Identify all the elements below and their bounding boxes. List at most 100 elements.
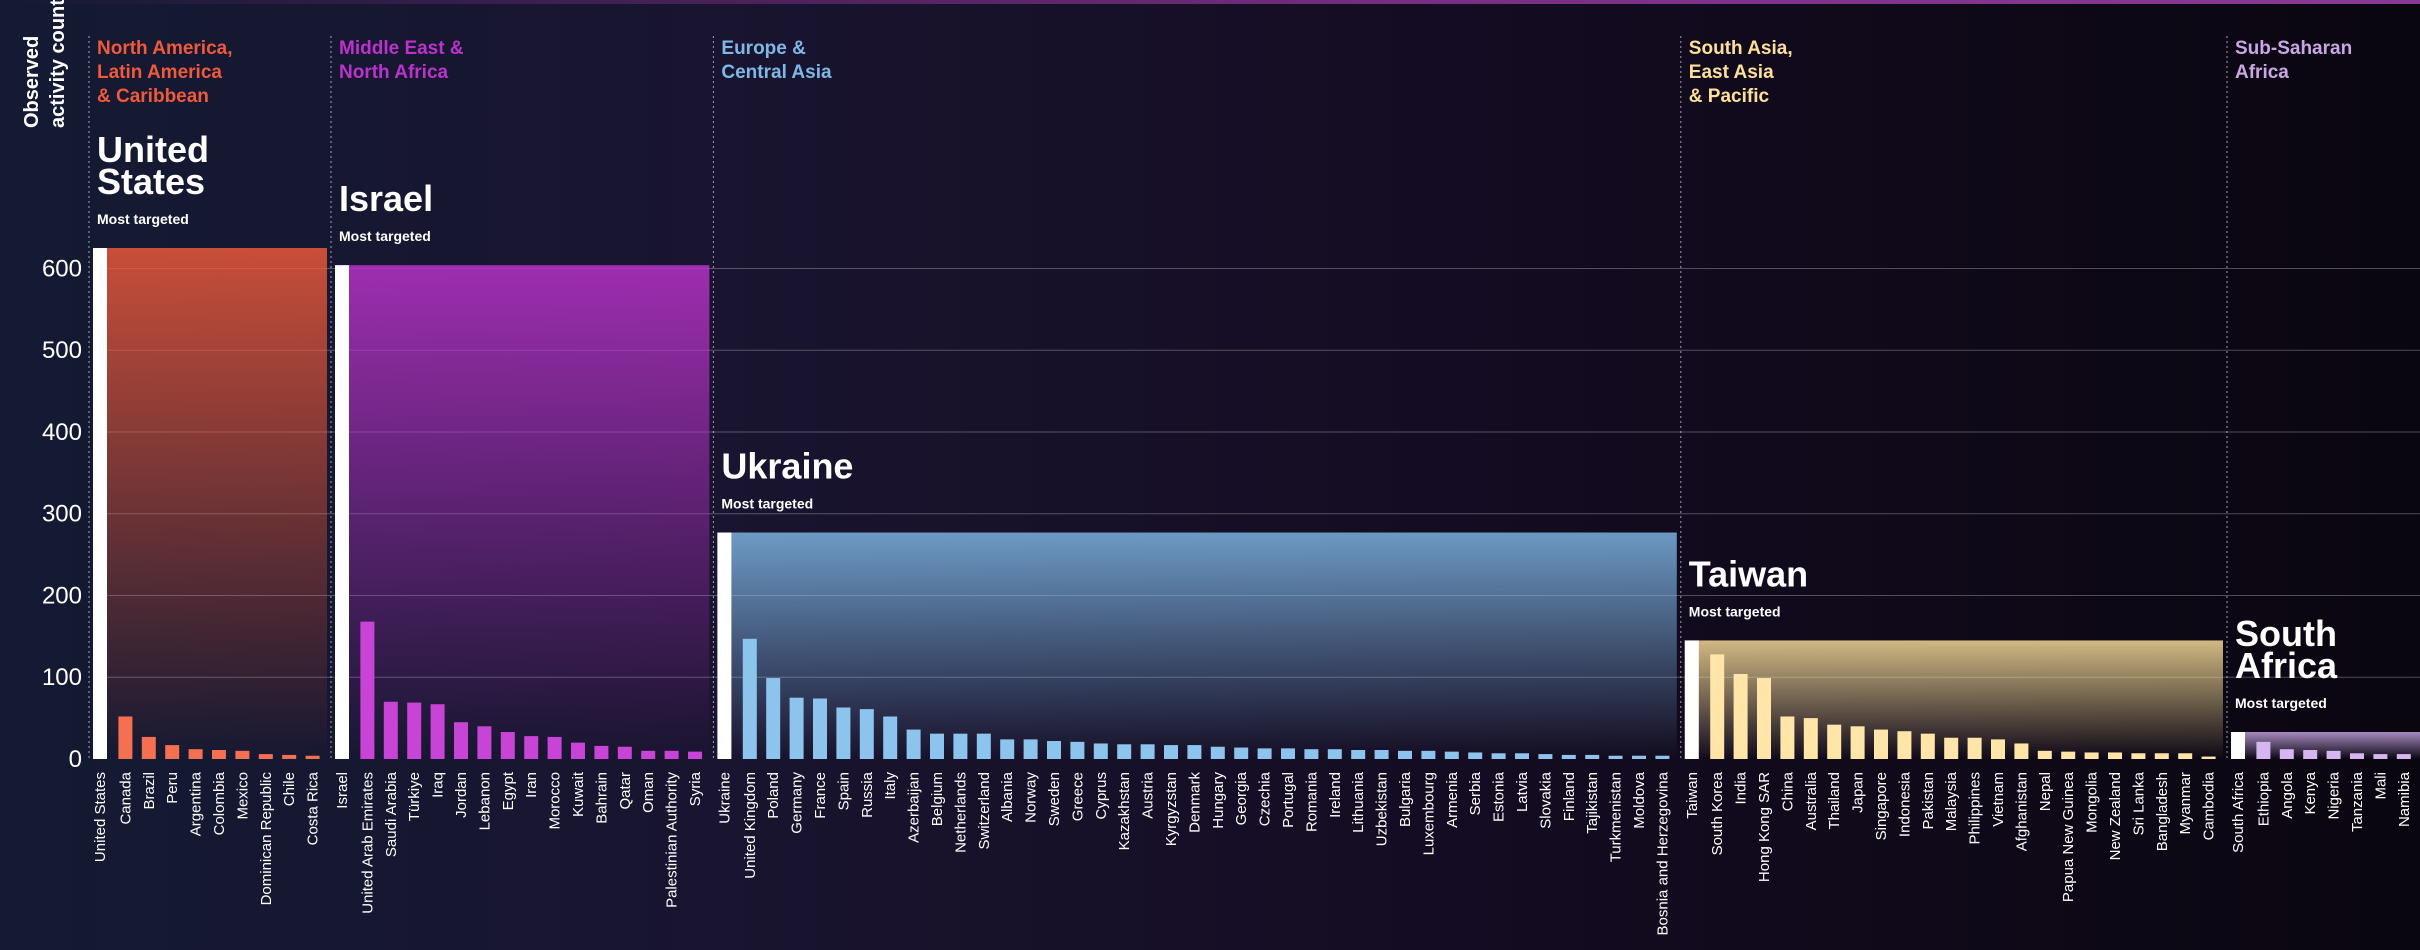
- x-tick-label: Italy: [882, 772, 899, 800]
- x-tick-label: Luxembourg: [1420, 772, 1437, 855]
- bar-cambodia: [2201, 756, 2216, 759]
- bar-bangladesh: [2154, 753, 2169, 759]
- x-tick-label: Serbia: [1467, 771, 1484, 815]
- bar-italy: [883, 716, 898, 759]
- bar-germany: [789, 697, 804, 759]
- x-tick-label: Iran: [523, 772, 540, 798]
- x-tick-label: Azerbaijan: [906, 772, 923, 843]
- bar-united-kingdom: [742, 638, 757, 759]
- most-targeted-label: Most targeted: [1689, 603, 1781, 619]
- top-country-label: Ukraine: [721, 446, 853, 487]
- x-tick-label: Peru: [164, 772, 181, 804]
- highlight-panel: [717, 532, 1677, 759]
- bar-united-states: [93, 248, 107, 759]
- x-tick-label: Albania: [999, 771, 1016, 822]
- bar-south-africa: [2231, 732, 2245, 759]
- x-tick-label: Finland: [1561, 772, 1578, 821]
- bar-bulgaria: [1398, 750, 1412, 759]
- x-tick-label: Singapore: [1873, 772, 1890, 840]
- bar-south-korea: [1710, 654, 1725, 759]
- bar-nepal: [2037, 750, 2052, 759]
- bar-china: [1780, 716, 1795, 759]
- bar-sweden: [1047, 741, 1061, 759]
- bar-indonesia: [1897, 731, 1912, 759]
- x-tick-label: Tanzania: [2349, 771, 2366, 832]
- bar-iran: [524, 736, 539, 759]
- bar-latvia: [1515, 753, 1529, 759]
- x-tick-label: Cyprus: [1093, 772, 1110, 820]
- bar-hungary: [1210, 746, 1225, 759]
- x-tick-label: Latvia: [1514, 771, 1531, 812]
- bar-norway: [1023, 739, 1038, 759]
- bar-slovakia: [1538, 754, 1553, 759]
- x-tick-label: Ireland: [1327, 772, 1344, 818]
- top-country-label: Israel: [339, 178, 433, 219]
- bar-belgium: [930, 733, 944, 759]
- bar-dominican-republic: [258, 754, 273, 759]
- bar-kenya: [2303, 750, 2318, 759]
- x-tick-label: Kenya: [2302, 771, 2319, 814]
- x-tick-label: Sri Lanka: [2130, 771, 2147, 835]
- region-label: Europe & Central Asia: [721, 38, 832, 83]
- bar-thailand: [1827, 724, 1842, 759]
- y-tick-label: 100: [42, 664, 82, 691]
- x-tick-label: Israel: [334, 772, 351, 809]
- bar-peru: [165, 745, 180, 759]
- x-tick-label: Bahrain: [593, 772, 610, 824]
- bar-taiwan: [1684, 640, 1699, 759]
- bar-morocco: [547, 736, 562, 759]
- x-tick-label: Japan: [1850, 772, 1867, 813]
- bar-netherlands: [953, 733, 968, 759]
- bar-lithuania: [1351, 750, 1366, 759]
- bar-cyprus: [1093, 743, 1108, 759]
- x-tick-label: France: [812, 772, 829, 819]
- region-group-3: South Asia, East Asia & Pacific Taiwan Most …: [1680, 36, 2223, 902]
- bar-switzerland: [976, 733, 991, 759]
- x-tick-label: Malaysia: [1943, 771, 1960, 831]
- bar-ireland: [1327, 749, 1342, 759]
- bar-ukraine: [717, 532, 732, 759]
- region-label: South Asia, East Asia & Pacific: [1689, 38, 1793, 107]
- x-tick-label: New Zealand: [2107, 772, 2124, 860]
- top-country-label: United: [97, 129, 209, 170]
- x-tick-label: Jordan: [453, 772, 470, 818]
- x-tick-label: Denmark: [1186, 772, 1203, 833]
- bar-tanzania: [2350, 753, 2364, 759]
- x-tick-label: Bosnia and Herzegovina: [1654, 771, 1671, 935]
- x-tick-label: Brazil: [141, 772, 158, 810]
- bar-brazil: [141, 736, 156, 759]
- bar-tajikistan: [1585, 754, 1600, 759]
- x-tick-label: Spain: [835, 772, 852, 810]
- x-tick-label: Chile: [281, 772, 298, 806]
- bar-angola: [2279, 749, 2294, 759]
- x-tick-label: Romania: [1303, 771, 1320, 832]
- top-accent-line: [0, 0, 2420, 4]
- x-tick-label: Mali: [2372, 772, 2389, 800]
- region-groups: North America, Latin America & Caribbean Un…: [88, 36, 2420, 935]
- bar-poland: [766, 678, 781, 759]
- y-tick-label: 0: [69, 746, 82, 773]
- most-targeted-label: Most targeted: [2235, 695, 2327, 711]
- y-tick-label: 300: [42, 501, 82, 528]
- x-tick-label: Slovakia: [1537, 771, 1554, 828]
- x-tick-label: Pakistan: [1920, 772, 1937, 830]
- bar-philippines: [1967, 737, 1982, 759]
- bar-bosnia-and-herzegovina: [1655, 755, 1670, 759]
- bar-mongolia: [2084, 752, 2099, 759]
- bar-new-zealand: [2108, 752, 2122, 759]
- x-tick-label: Egypt: [500, 771, 517, 810]
- bar-canada: [118, 716, 133, 759]
- x-tick-label: Estonia: [1491, 771, 1508, 822]
- bar-ethiopia: [2256, 741, 2271, 759]
- x-tick-label: South Korea: [1709, 771, 1726, 855]
- bar-colombia: [212, 750, 226, 759]
- bar-greece: [1070, 741, 1085, 759]
- x-tick-label: Austria: [1140, 771, 1157, 818]
- bar-sri-lanka: [2131, 753, 2146, 759]
- y-axis-label: Observed activity count: [21, 0, 69, 128]
- x-tick-label: Greece: [1069, 772, 1086, 821]
- bar-finland: [1561, 754, 1576, 759]
- bar-afghanistan: [2014, 743, 2029, 759]
- x-tick-label: Kazakhstan: [1116, 772, 1133, 850]
